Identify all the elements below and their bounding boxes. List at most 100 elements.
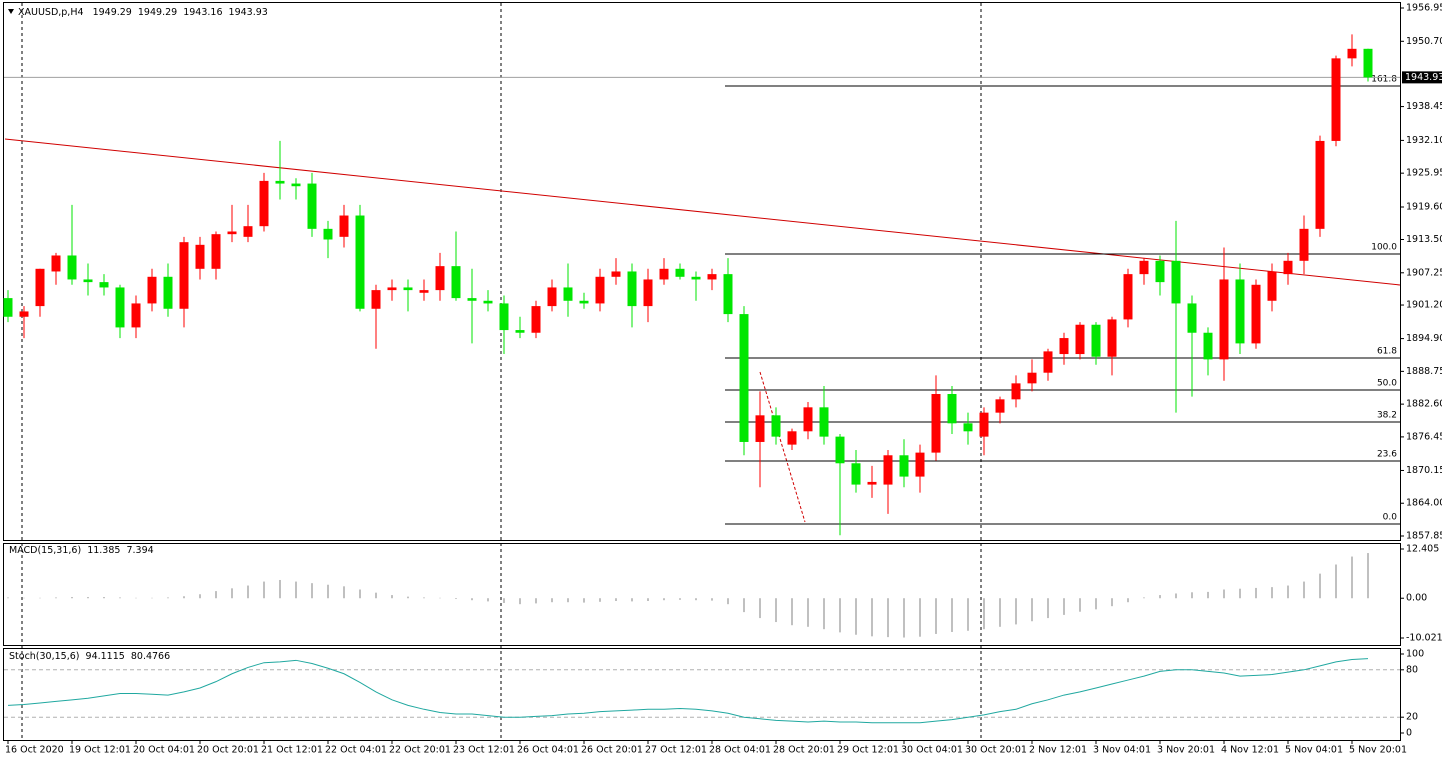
- symbol: XAUUSD,p,H4: [18, 7, 84, 18]
- fib-label: 50.0: [1377, 379, 1397, 389]
- candle-body: [979, 412, 989, 437]
- stoch-title: Stoch(30,15,6) 94.1115 80.4766: [9, 651, 170, 662]
- macd-main: 11.385: [87, 545, 120, 556]
- x-tick-label: 28 Oct 04:01: [709, 745, 771, 756]
- candle-body: [1251, 284, 1261, 344]
- quote-open: 1949.29: [93, 7, 132, 18]
- y-tick-label: 1894.90: [1406, 333, 1442, 344]
- candle-body: [643, 279, 653, 307]
- candle-body: [835, 436, 845, 464]
- fib-label: 100.0: [1371, 242, 1397, 252]
- candle-body: [1363, 48, 1373, 78]
- candle-body: [1267, 271, 1277, 301]
- candle-body: [595, 276, 605, 304]
- x-tick-label: 26 Oct 20:01: [581, 745, 643, 756]
- x-tick-label: 5 Nov 20:01: [1349, 745, 1407, 756]
- candle-body: [755, 415, 765, 442]
- candle-body: [1091, 324, 1101, 357]
- candle-body: [611, 271, 621, 277]
- y-tick-label: 100: [1406, 649, 1424, 660]
- candle-body: [1107, 319, 1117, 357]
- candle-body: [1299, 228, 1309, 261]
- candle-body: [179, 242, 189, 309]
- candle-body: [1059, 338, 1069, 355]
- x-tick-label: 23 Oct 12:01: [453, 745, 515, 756]
- fib-label: 38.2: [1377, 410, 1397, 420]
- menu-arrow[interactable]: [8, 9, 14, 14]
- day-separators: [21, 3, 982, 740]
- candle-body: [627, 271, 637, 307]
- candle-body: [403, 287, 413, 291]
- y-tick-label: 80: [1406, 664, 1418, 675]
- y-tick-label: 1882.60: [1406, 399, 1442, 410]
- x-tick-label: 30 Oct 20:01: [965, 745, 1027, 756]
- candle-body: [195, 244, 205, 269]
- candle-body: [467, 298, 477, 301]
- candle-body: [1347, 48, 1357, 59]
- fib-label: 161.8: [1371, 75, 1397, 85]
- macd-name: MACD(15,31,6): [9, 545, 81, 556]
- candle-body: [1203, 332, 1213, 360]
- y-tick-label: -10.021: [1406, 633, 1442, 644]
- candle-body: [819, 407, 829, 437]
- x-tick-label: 30 Oct 04:01: [901, 745, 963, 756]
- candle-body: [947, 394, 957, 424]
- candle-body: [915, 452, 925, 477]
- candle-body: [515, 330, 525, 333]
- candle-body: [771, 415, 781, 437]
- candle-body: [723, 274, 733, 315]
- y-tick-label: 1913.50: [1406, 234, 1442, 245]
- candle-body: [563, 287, 573, 301]
- candle-body: [803, 407, 813, 432]
- stoch-panel: [3, 648, 1401, 741]
- candle-body: [355, 215, 365, 309]
- candle-body: [163, 276, 173, 309]
- y-tick-label: 1932.10: [1406, 135, 1442, 146]
- quote-low: 1943.16: [183, 7, 222, 18]
- candle-body: [1235, 279, 1245, 344]
- candle-body: [275, 180, 285, 184]
- y-tick-label: 0: [1406, 728, 1412, 739]
- macd-panel: [3, 543, 1401, 646]
- fib-label: 61.8: [1377, 346, 1397, 356]
- stoch-main: 94.1115: [86, 651, 125, 662]
- candle-body: [67, 255, 77, 280]
- bid-label: 1943.93: [1405, 72, 1442, 83]
- candle-body: [867, 481, 877, 485]
- candle-body: [963, 423, 973, 432]
- candle-body: [579, 300, 589, 304]
- candle-body: [995, 399, 1005, 413]
- candle-body: [35, 268, 45, 307]
- x-tick-label: 5 Nov 04:01: [1285, 745, 1343, 756]
- candle-body: [483, 300, 493, 304]
- stoch-line: [7, 658, 1369, 724]
- candle-body: [787, 431, 797, 445]
- y-tick-label: 20: [1406, 712, 1418, 723]
- candle-body: [1139, 260, 1149, 275]
- candle-body: [243, 226, 253, 237]
- candle-body: [307, 183, 317, 229]
- candle-body: [115, 287, 125, 328]
- candle-body: [1155, 260, 1165, 283]
- candle-body: [323, 228, 333, 240]
- macd-title: MACD(15,31,6) 11.385 7.394: [9, 545, 154, 556]
- stoch-signal: 80.4766: [131, 651, 170, 662]
- candle-body: [1027, 372, 1037, 384]
- y-tick-label: 1888.75: [1406, 366, 1442, 377]
- y-tick-label: 1857.85: [1406, 531, 1442, 542]
- candle-body: [1171, 260, 1181, 304]
- y-tick-label: 12.405: [1406, 544, 1439, 555]
- candle-body: [531, 306, 541, 333]
- candle-body: [499, 303, 509, 331]
- candle-body: [419, 290, 429, 293]
- quote-high: 1949.29: [138, 7, 177, 18]
- candle-body: [435, 266, 445, 291]
- candle-body: [691, 276, 701, 280]
- macd-signal: 7.394: [126, 545, 153, 556]
- x-tick-label: 22 Oct 20:01: [389, 745, 451, 756]
- x-tick-label: 22 Oct 04:01: [325, 745, 387, 756]
- candle-body: [1123, 274, 1133, 320]
- candle-body: [99, 282, 109, 288]
- y-tick-label: 0.00: [1406, 593, 1427, 604]
